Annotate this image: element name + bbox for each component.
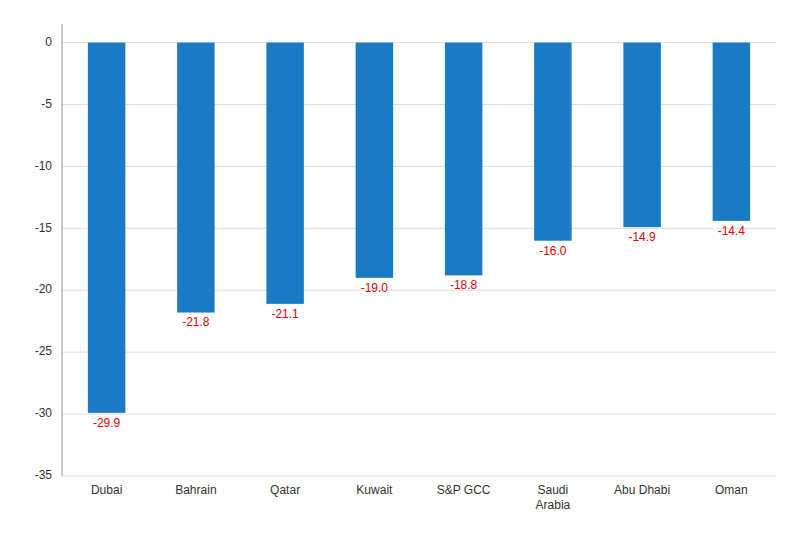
x-ticks: Dubai Bahrain Qatar Kuwait S&P GCC SaudiArabi… — [91, 483, 748, 512]
y-ticks: 0 -5 -10 -15 -20 -25 -30 -35 — [35, 35, 53, 482]
bar — [623, 43, 660, 228]
grid-line — [62, 352, 776, 353]
bar — [177, 43, 214, 313]
x-tick-label: Abu Dhabi — [614, 483, 670, 497]
y-tick-label: -10 — [35, 159, 53, 173]
x-tick-label: S&P GCC — [437, 483, 491, 497]
y-tick-label: -30 — [35, 406, 53, 420]
chart-container: 0 -5 -10 -15 -20 -25 -30 -35 -29.9 -21.8 -21.1 -19.… — [0, 0, 800, 540]
grid-line — [62, 414, 776, 415]
y-tick-label: -20 — [35, 282, 53, 296]
data-label: -21.8 — [182, 315, 210, 329]
x-tick-label: Qatar — [270, 483, 300, 497]
data-label: -29.9 — [93, 416, 121, 430]
x-tick-label: Oman — [715, 483, 748, 497]
y-tick-label: -35 — [35, 468, 53, 482]
data-label: -14.9 — [628, 230, 656, 244]
data-labels: -29.9 -21.8 -21.1 -19.0 -18.8 -16.0 -14.9 -14.4 — [93, 224, 745, 430]
x-tick-label: Kuwait — [356, 483, 393, 497]
grid-line — [62, 228, 776, 229]
grid-line — [62, 166, 776, 167]
data-label: -14.4 — [718, 224, 746, 238]
y-tick-label: -25 — [35, 344, 53, 358]
bars — [88, 43, 750, 413]
grid-line — [62, 290, 776, 291]
bar — [266, 43, 303, 304]
bar — [534, 43, 571, 241]
y-tick-label: -5 — [41, 97, 52, 111]
data-label: -18.8 — [450, 278, 478, 292]
data-label: -19.0 — [361, 281, 389, 295]
x-tick-label: Bahrain — [175, 483, 216, 497]
y-axis-line — [62, 24, 63, 476]
y-grid — [62, 43, 776, 476]
bar — [88, 43, 125, 413]
chart-svg: 0 -5 -10 -15 -20 -25 -30 -35 -29.9 -21.8 -21.1 -19.… — [0, 0, 800, 540]
grid-line — [62, 104, 776, 105]
y-tick-label: -15 — [35, 221, 53, 235]
grid-line — [62, 476, 776, 477]
bar — [356, 43, 393, 278]
bar — [445, 43, 482, 276]
data-label: -21.1 — [271, 307, 299, 321]
x-tick-label: SaudiArabia — [536, 483, 571, 512]
data-label: -16.0 — [539, 244, 567, 258]
grid-line — [62, 42, 776, 43]
x-tick-label: Dubai — [91, 483, 122, 497]
y-tick-label: 0 — [45, 35, 52, 49]
bar — [713, 43, 750, 221]
